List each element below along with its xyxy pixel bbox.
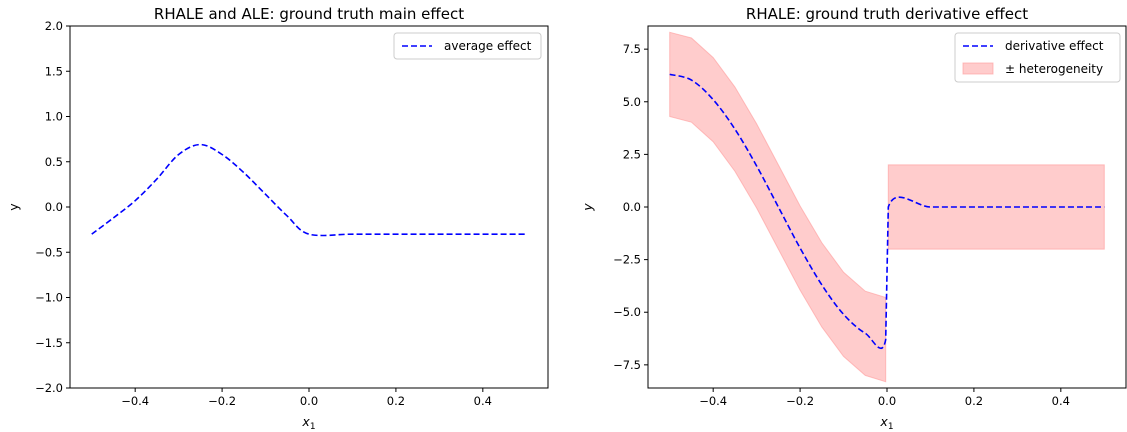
y-tick-label: 5.0 bbox=[623, 95, 641, 109]
plot-frame bbox=[69, 25, 549, 389]
legend-label-average-effect: average effect bbox=[444, 39, 532, 53]
y-tick-label: −7.5 bbox=[613, 358, 641, 372]
x-tick-label: −0.4 bbox=[699, 394, 727, 408]
main-effect-panel: RHALE and ALE: ground truth main effect … bbox=[6, 5, 549, 432]
y-tick-label: 0.0 bbox=[623, 200, 641, 214]
x-tick-label: −0.2 bbox=[208, 394, 236, 408]
legend: average effect bbox=[393, 32, 542, 60]
x-tick-label: 0.2 bbox=[387, 394, 405, 408]
series-line-0 bbox=[669, 73, 1105, 349]
legend-frame bbox=[393, 32, 542, 60]
y-tick-label: 1.5 bbox=[45, 64, 63, 78]
legend-frame bbox=[954, 32, 1121, 83]
x-axis-label: x1 bbox=[879, 414, 893, 432]
y-tick-label: −5.0 bbox=[613, 305, 641, 319]
x-axis-label: x1 bbox=[301, 414, 315, 432]
y-tick-label: 2.5 bbox=[623, 147, 641, 161]
y-tick-label: −2.5 bbox=[613, 253, 641, 267]
x-tick-label: 0.4 bbox=[1052, 394, 1070, 408]
chart-title: RHALE: ground truth derivative effect bbox=[746, 5, 1028, 23]
y-tick-label: 2.0 bbox=[45, 19, 63, 33]
y-axis-label: y bbox=[6, 203, 21, 211]
series-line-0 bbox=[91, 143, 527, 237]
y-tick-label: −2.0 bbox=[35, 381, 63, 395]
x-tick-label: 0.4 bbox=[474, 394, 492, 408]
y-tick-label: 0.0 bbox=[45, 200, 63, 214]
legend-band-swatch bbox=[962, 62, 994, 75]
legend: derivative effect ± heterogeneity bbox=[954, 32, 1121, 83]
x-tick-label: 0.0 bbox=[878, 394, 896, 408]
y-tick-label: 1.0 bbox=[45, 110, 63, 124]
y-tick-label: −1.5 bbox=[35, 336, 63, 350]
y-tick-label: 0.5 bbox=[45, 155, 63, 169]
y-tick-label: −1.0 bbox=[35, 291, 63, 305]
legend-label-heterogeneity: ± heterogeneity bbox=[1005, 62, 1103, 76]
y-tick-label: −0.5 bbox=[35, 245, 63, 259]
x-tick-label: −0.2 bbox=[786, 394, 814, 408]
x-tick-label: 0.0 bbox=[300, 394, 318, 408]
x-tick-label: 0.2 bbox=[965, 394, 983, 408]
y-tick-label: 7.5 bbox=[623, 42, 641, 56]
y-axis-label: y bbox=[580, 203, 595, 212]
chart-title: RHALE and ALE: ground truth main effect bbox=[154, 5, 464, 23]
legend-label-derivative-effect: derivative effect bbox=[1005, 39, 1104, 53]
derivative-effect-panel: RHALE: ground truth derivative effect −7… bbox=[580, 5, 1127, 432]
heterogeneity-band-segment-0 bbox=[669, 31, 887, 383]
x-tick-label: −0.4 bbox=[121, 394, 149, 408]
